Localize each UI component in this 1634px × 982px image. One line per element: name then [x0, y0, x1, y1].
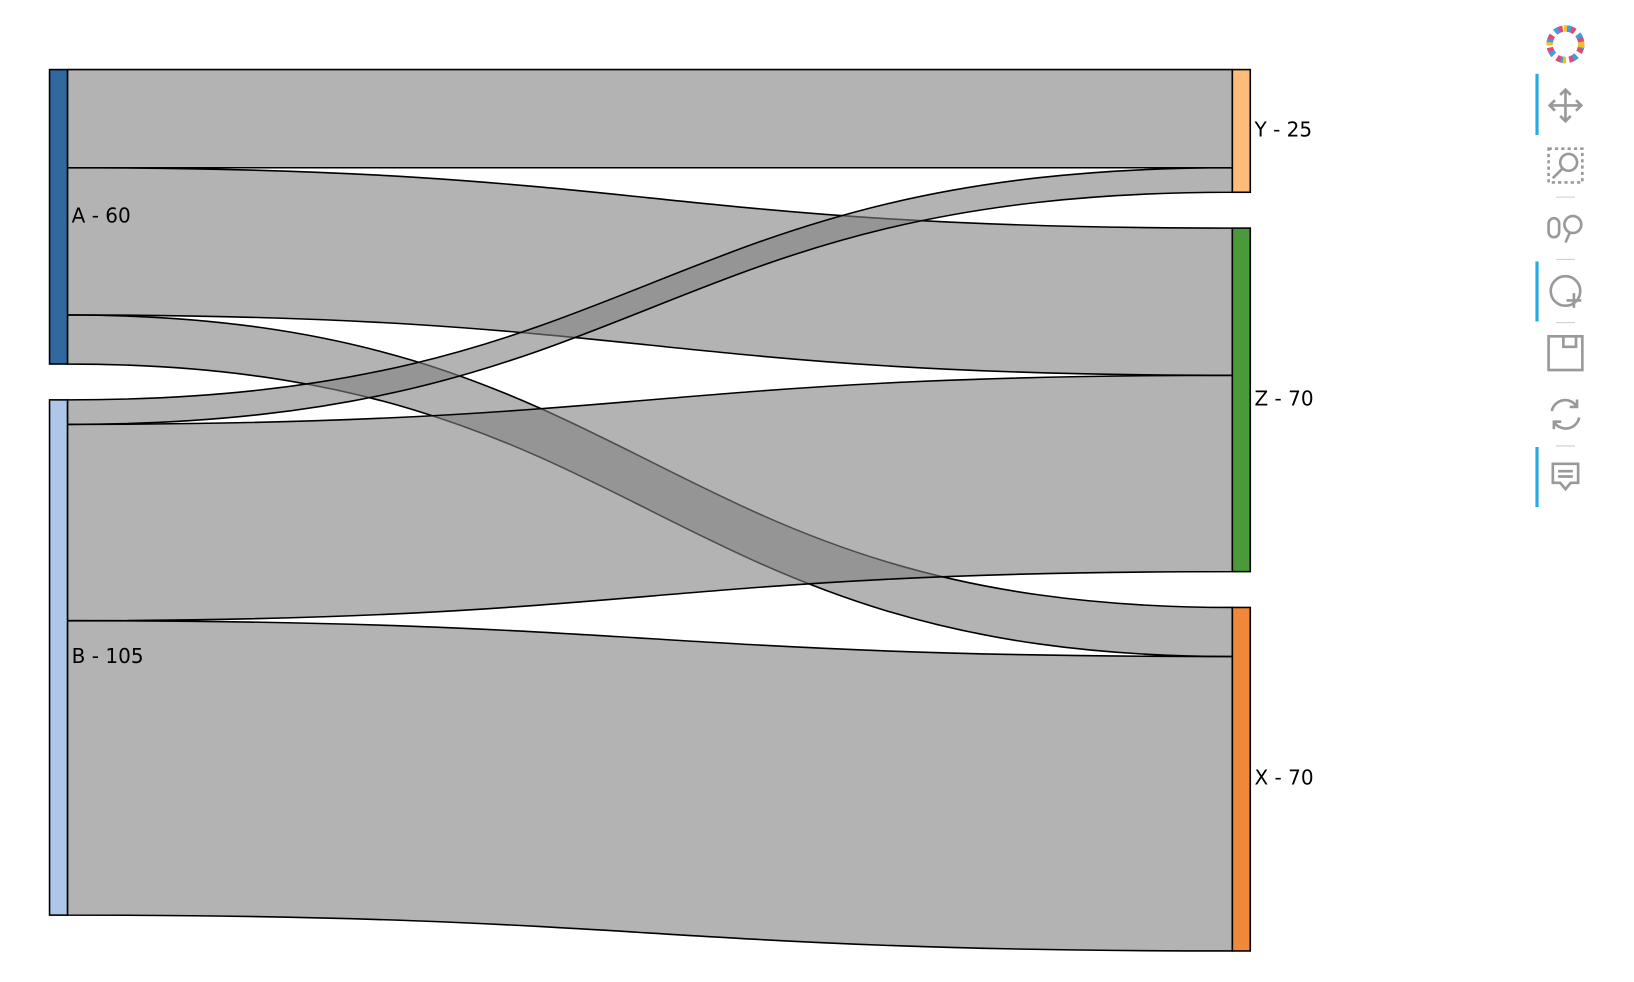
zoom-in-tool[interactable] [1549, 274, 1582, 308]
wheel-zoom-tool[interactable] [1547, 214, 1583, 244]
node-label: B - 105 [72, 644, 144, 668]
links [66, 68, 1234, 952]
link [66, 619, 1234, 952]
node [1231, 227, 1252, 573]
box-zoom-tool[interactable] [1547, 147, 1584, 184]
link [66, 68, 1234, 169]
node-label: X - 70 [1254, 766, 1313, 790]
node [1231, 606, 1252, 952]
hover-tool[interactable] [1551, 462, 1580, 492]
node [1231, 68, 1252, 194]
node-label: Z - 70 [1254, 386, 1313, 410]
save-tool[interactable] [1547, 334, 1584, 372]
reset-tool[interactable] [1550, 398, 1581, 430]
node-label: A - 60 [72, 203, 131, 227]
node-label: Y - 25 [1253, 117, 1312, 141]
logo [1546, 25, 1585, 64]
toolbar [1535, 25, 1585, 508]
pan-tool[interactable] [1547, 87, 1584, 124]
node [48, 399, 69, 916]
nodes: A - 60 B - 105 Y - 25 Z - 70 X - 70 [48, 68, 1314, 952]
node [48, 68, 69, 365]
